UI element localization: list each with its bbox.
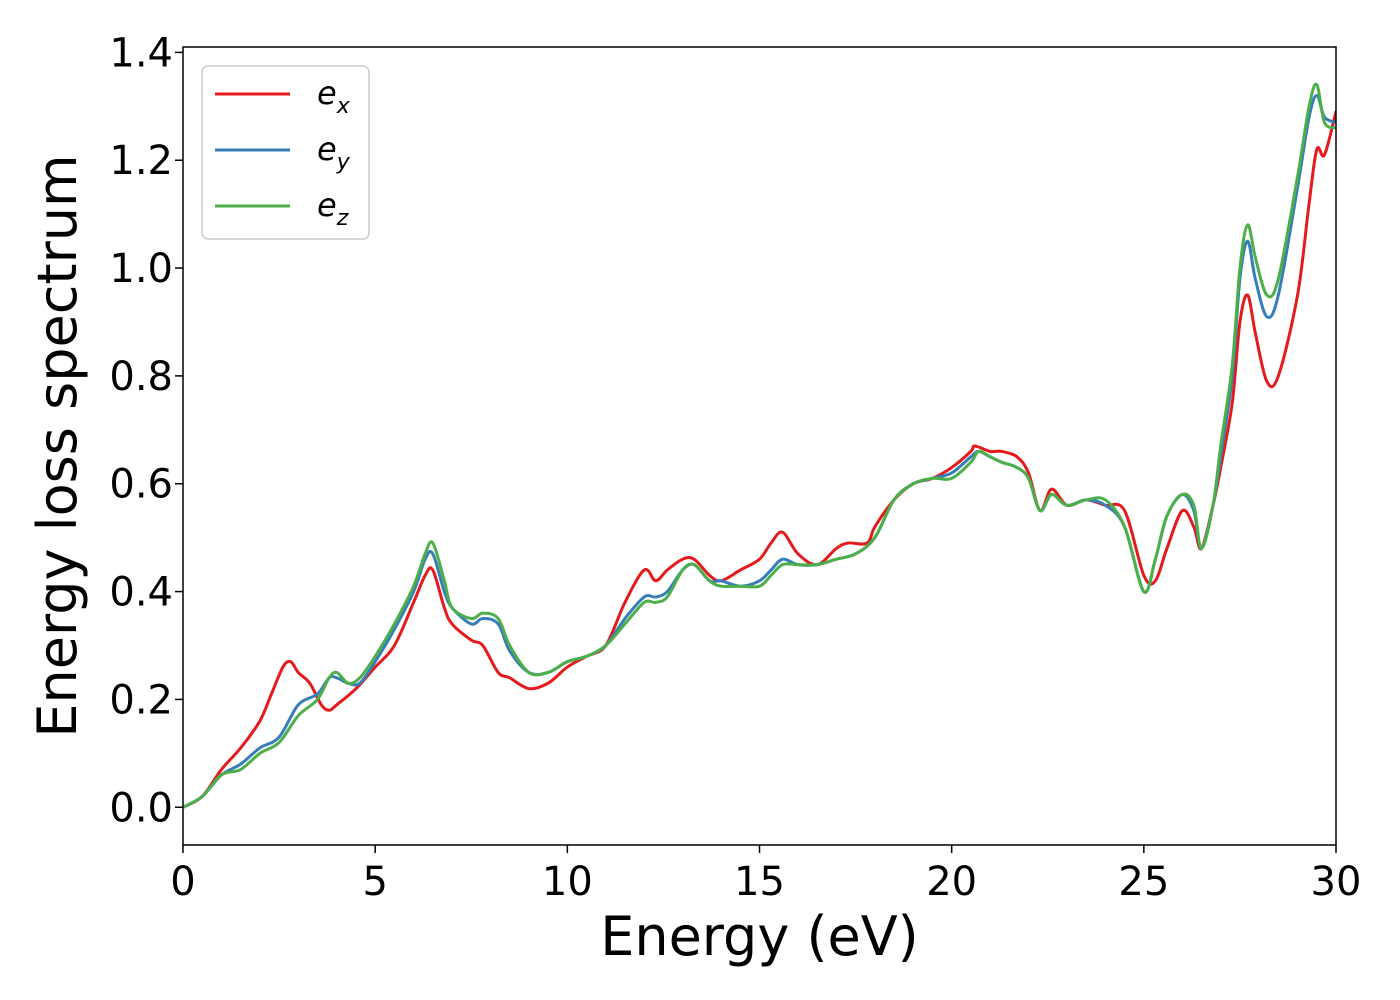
x-tick-label: 15 — [734, 859, 785, 905]
x-tick-label: 20 — [926, 859, 977, 905]
y-tick-label: 0.4 — [109, 570, 173, 616]
x-axis: 0 5 10 15 20 25 30 — [170, 845, 1361, 905]
x-tick-label: 25 — [1118, 859, 1169, 905]
series-line-ez — [183, 82, 1336, 809]
legend-label-subscript: z — [336, 206, 349, 231]
legend-label: ey — [317, 130, 351, 175]
y-axis-title: Energy loss spectrum — [26, 154, 89, 737]
y-tick-label: 0.2 — [109, 677, 173, 723]
series-layer — [183, 82, 1336, 809]
legend-label: ex — [317, 74, 351, 119]
legend-label-base: e — [317, 74, 337, 112]
x-tick-label: 30 — [1311, 859, 1362, 905]
legend-label: ez — [317, 186, 349, 231]
legend-label-base: e — [317, 130, 337, 168]
y-tick-label: 1.4 — [109, 30, 173, 76]
plot-area — [182, 46, 1337, 846]
x-tick-label: 5 — [362, 859, 387, 905]
legend-label-subscript: y — [336, 150, 351, 175]
legend-box — [201, 65, 370, 240]
y-tick-label: 1.0 — [109, 246, 173, 292]
y-tick-label: 0.0 — [109, 785, 173, 831]
y-tick-label: 0.6 — [109, 462, 173, 508]
y-axis: 0.0 0.2 0.4 0.6 0.8 1.0 1.2 1.4 — [109, 30, 183, 831]
legend-label-subscript: x — [336, 94, 351, 119]
y-tick-label: 0.8 — [109, 354, 173, 400]
legend-label-base: e — [317, 186, 337, 224]
x-axis-title: Energy (eV) — [600, 905, 919, 968]
x-tick-label: 10 — [542, 859, 593, 905]
x-tick-label: 0 — [170, 859, 195, 905]
y-tick-label: 1.2 — [109, 138, 173, 184]
